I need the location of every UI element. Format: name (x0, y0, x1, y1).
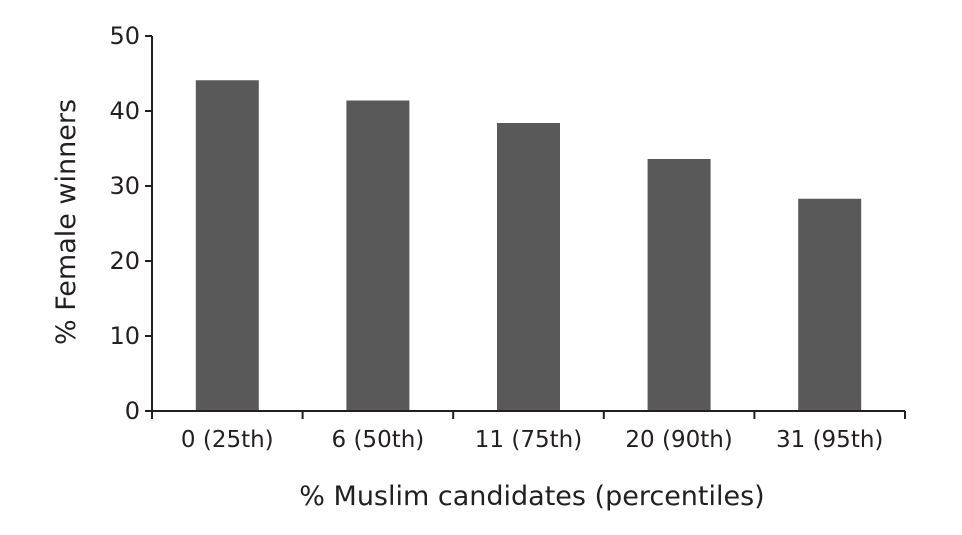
y-axis-title: % Female winners (51, 99, 82, 345)
y-tick-label: 0 (125, 397, 140, 425)
x-axis-title: % Muslim candidates (percentiles) (299, 481, 764, 512)
y-tick-label: 20 (109, 247, 140, 275)
y-tick-label: 40 (109, 97, 140, 125)
y-tick-label: 50 (109, 22, 140, 50)
y-tick-label: 10 (109, 322, 140, 350)
y-tick-label: 30 (109, 172, 140, 200)
x-tick-label: 20 (90th) (625, 427, 732, 453)
bar (497, 123, 560, 411)
x-tick-label: 11 (75th) (475, 427, 582, 453)
bar (195, 80, 259, 411)
x-tick-label: 0 (25th) (181, 427, 274, 453)
bar (647, 159, 711, 411)
bar (346, 100, 410, 411)
bar (798, 198, 862, 411)
y-ticks-group: 0 10 20 30 40 50 (109, 22, 152, 425)
x-tick-label: 31 (95th) (776, 427, 883, 453)
bars-group (195, 80, 862, 411)
x-ticks-group: 0 (25th) 6 (50th) 11 (75th) 20 (90th) 31 (95… (151, 411, 906, 453)
x-tick-label: 6 (50th) (332, 427, 425, 453)
